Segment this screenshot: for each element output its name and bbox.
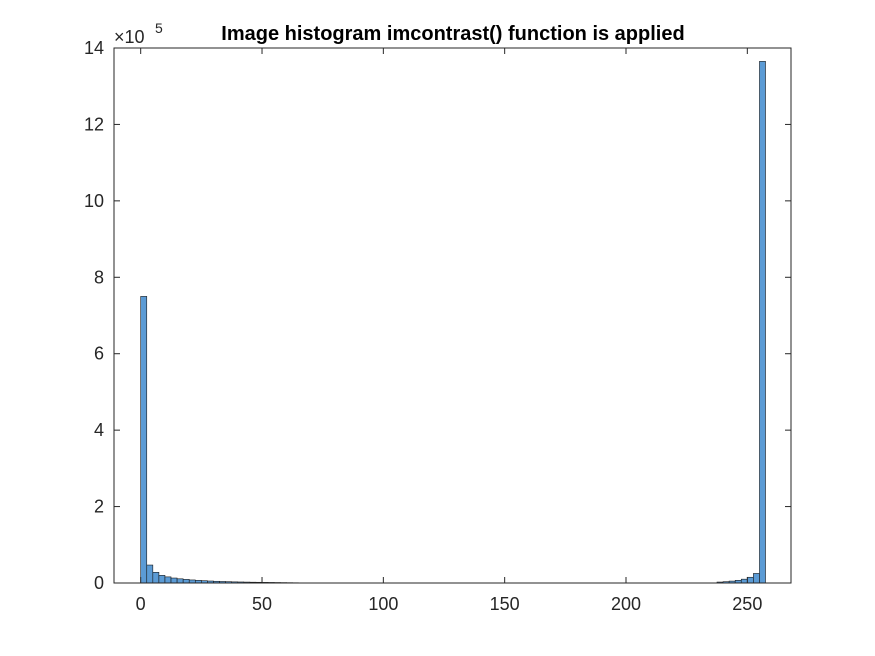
histogram-bar xyxy=(753,573,760,584)
x-tick-label: 250 xyxy=(732,594,762,614)
y-axis-exponent: ×10 5 xyxy=(114,20,163,47)
x-tick-label: 150 xyxy=(490,594,520,614)
histogram-bar xyxy=(747,576,754,584)
y-tick-label: 6 xyxy=(94,344,104,364)
x-tick-label: 100 xyxy=(368,594,398,614)
histogram-bar xyxy=(740,578,748,584)
y-tick-label: 10 xyxy=(84,191,104,211)
histogram-bar xyxy=(170,577,178,584)
x-tick-label: 0 xyxy=(136,594,146,614)
histogram-bar xyxy=(152,571,160,584)
histogram-bar xyxy=(759,61,766,584)
y-axis-exponent-base: ×10 xyxy=(114,27,145,47)
y-tick-label: 4 xyxy=(94,420,104,440)
y-axis: 0 2 4 6 8 10 12 14 xyxy=(84,38,791,593)
x-tick-label: 200 xyxy=(611,594,641,614)
y-tick-label: 2 xyxy=(94,497,104,517)
y-tick-label: 12 xyxy=(84,114,104,134)
plot-frame xyxy=(113,47,792,584)
histogram-bar xyxy=(158,575,166,584)
histogram-bar xyxy=(140,296,148,584)
histogram-bar xyxy=(164,576,172,584)
histogram-bar xyxy=(146,564,154,584)
y-tick-label: 14 xyxy=(84,38,104,58)
chart-title: Image histogram imcontrast() function is… xyxy=(221,23,684,45)
y-tick-label: 0 xyxy=(94,573,104,593)
x-axis: 0 50 100 150 200 250 xyxy=(136,48,762,614)
histogram-bar xyxy=(182,579,190,584)
histogram-bars xyxy=(140,61,766,584)
x-tick-label: 50 xyxy=(252,594,272,614)
y-axis-exponent-power: 5 xyxy=(155,20,163,36)
y-tick-label: 8 xyxy=(94,267,104,287)
histogram-bar xyxy=(176,578,184,584)
